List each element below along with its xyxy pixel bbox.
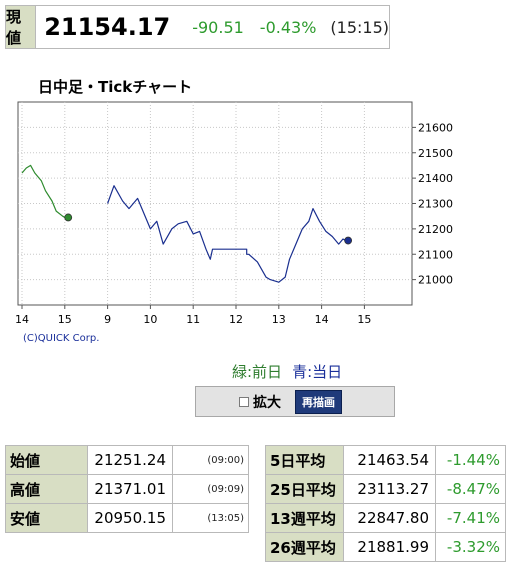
x-tick-label: 10 [143,313,157,326]
last-price-marker [344,236,353,245]
chart-title: 日中足・Tickチャート [38,78,193,96]
previous-day-series-line [21,164,68,220]
stat-value: 21371.01 [87,474,173,504]
table-row: 26週平均 21881.99 -3.32% [265,532,506,562]
price-change-percent: -0.43% [259,17,317,37]
average-value: 22847.80 [343,503,436,533]
stat-time: (13:05) [172,503,249,533]
stat-label: 始値 [5,445,88,475]
y-tick-label: 21300 [418,198,453,211]
price-stats-table: 始値 21251.24 (09:00) 高値 21371.01 (09:09) … [5,445,249,533]
average-label: 25日平均 [265,474,344,504]
average-value: 21463.54 [343,445,436,475]
y-tick-label: 21200 [418,223,453,236]
chart-credit: (C)QUICK Corp. [23,333,100,344]
stat-label: 高値 [5,474,88,504]
zoom-label: 拡大 [253,394,281,411]
x-tick-label: 12 [229,313,243,326]
chart-controls: 拡大 再描画 [195,386,395,417]
y-tick-label: 21500 [418,147,453,160]
quote-time: (15:15) [330,17,389,37]
average-label: 26週平均 [265,532,344,562]
current-price-label: 現値 [6,6,37,48]
average-deviation: -8.47% [435,474,506,504]
stat-time: (09:09) [172,474,249,504]
intraday-tick-chart: 21000 21100 21200 21300 21400 21500 21600 14 15 9… [15,101,453,326]
quote-header: 現値 21154.17 -90.51 -0.43% (15:15) [5,5,390,49]
average-value: 23113.27 [343,474,436,504]
last-price-marker [64,213,73,222]
current-price: 21154.17 [44,13,171,41]
x-tick-label: 11 [186,313,200,326]
zoom-checkbox[interactable] [239,396,249,407]
y-tick-label: 21000 [418,274,453,287]
stat-value: 21251.24 [87,445,173,475]
table-row: 安値 20950.15 (13:05) [5,503,249,533]
stat-time: (09:00) [172,445,249,475]
table-row: 13週平均 22847.80 -7.41% [265,503,506,533]
average-deviation: -3.32% [435,532,506,562]
moving-average-table: 5日平均 21463.54 -1.44% 25日平均 23113.27 -8.4… [265,445,506,562]
x-tick-label: 15 [58,313,72,326]
table-row: 25日平均 23113.27 -8.47% [265,474,506,504]
x-tick-label: 13 [272,313,286,326]
x-tick-label: 14 [15,313,29,326]
y-tick-label: 21600 [418,121,453,134]
price-change: -90.51 [192,17,244,37]
table-row: 始値 21251.24 (09:00) [5,445,249,475]
y-tick-label: 21400 [418,172,453,185]
plot-area [17,101,413,306]
today-series-line [107,185,348,283]
average-value: 21881.99 [343,532,436,562]
x-tick-label: 9 [104,313,111,326]
average-label: 5日平均 [265,445,344,475]
y-tick-label: 21100 [418,248,453,261]
stat-value: 20950.15 [87,503,173,533]
table-row: 高値 21371.01 (09:09) [5,474,249,504]
legend-today: 青:当日 [292,363,343,381]
x-tick-label: 14 [315,313,329,326]
stat-label: 安値 [5,503,88,533]
legend-previous-day: 緑:前日 [232,363,283,381]
table-row: 5日平均 21463.54 -1.44% [265,445,506,475]
average-deviation: -7.41% [435,503,506,533]
chart-legend: 緑:前日 青:当日 [232,361,342,382]
average-deviation: -1.44% [435,445,506,475]
x-tick-label: 15 [357,313,371,326]
average-label: 13週平均 [265,503,344,533]
redraw-button[interactable]: 再描画 [295,389,342,414]
